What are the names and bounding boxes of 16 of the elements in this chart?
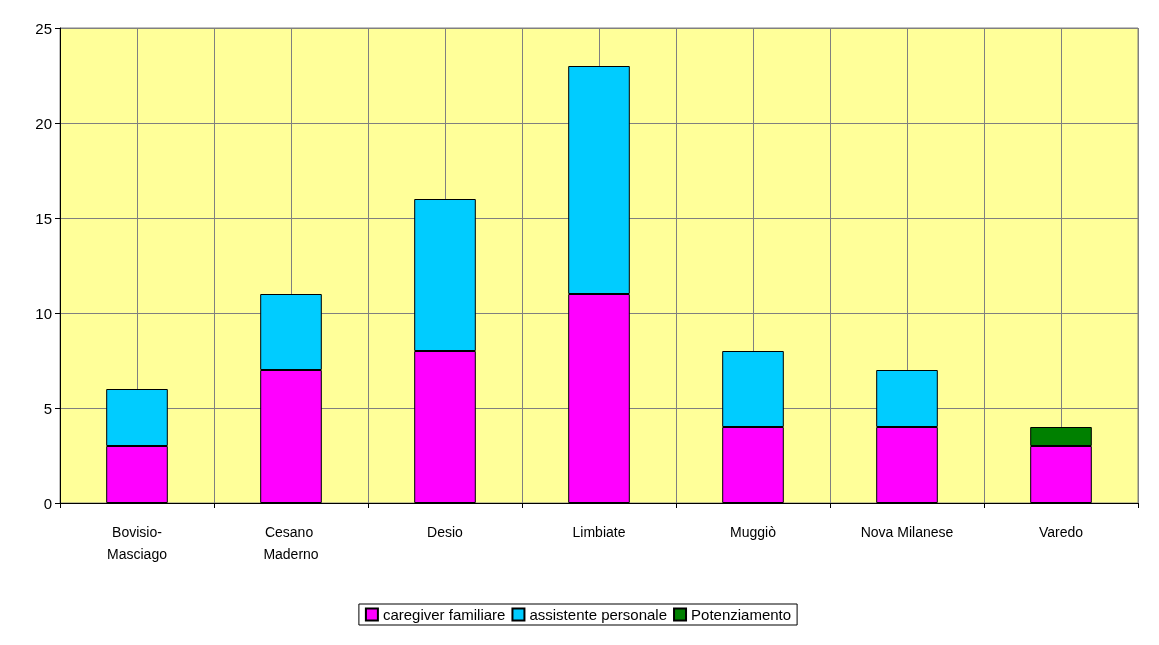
- x-tick-label: Bovisio-Masciago: [107, 524, 168, 562]
- x-tick-label: Muggiò: [730, 524, 777, 540]
- y-tick-label: 20: [35, 114, 52, 132]
- legend-label: Potenziamento: [691, 606, 792, 623]
- legend-label: caregiver familiare: [382, 606, 506, 623]
- x-tick-label: Varedo: [1038, 524, 1084, 540]
- x-tick-label: Nova Milanese: [860, 524, 954, 540]
- y-tick-label: 15: [35, 209, 52, 227]
- y-tick-label: 0: [43, 494, 52, 512]
- y-tick-label: 25: [35, 19, 52, 37]
- y-tick-label: 5: [43, 399, 52, 417]
- x-tick-label: Desio: [427, 524, 464, 540]
- x-tick-label: Limbiate: [572, 524, 626, 540]
- y-tick-label: 10: [35, 304, 52, 322]
- x-tick-label: Cesano Maderno: [263, 524, 319, 562]
- legend-label: assistente personale: [529, 606, 668, 623]
